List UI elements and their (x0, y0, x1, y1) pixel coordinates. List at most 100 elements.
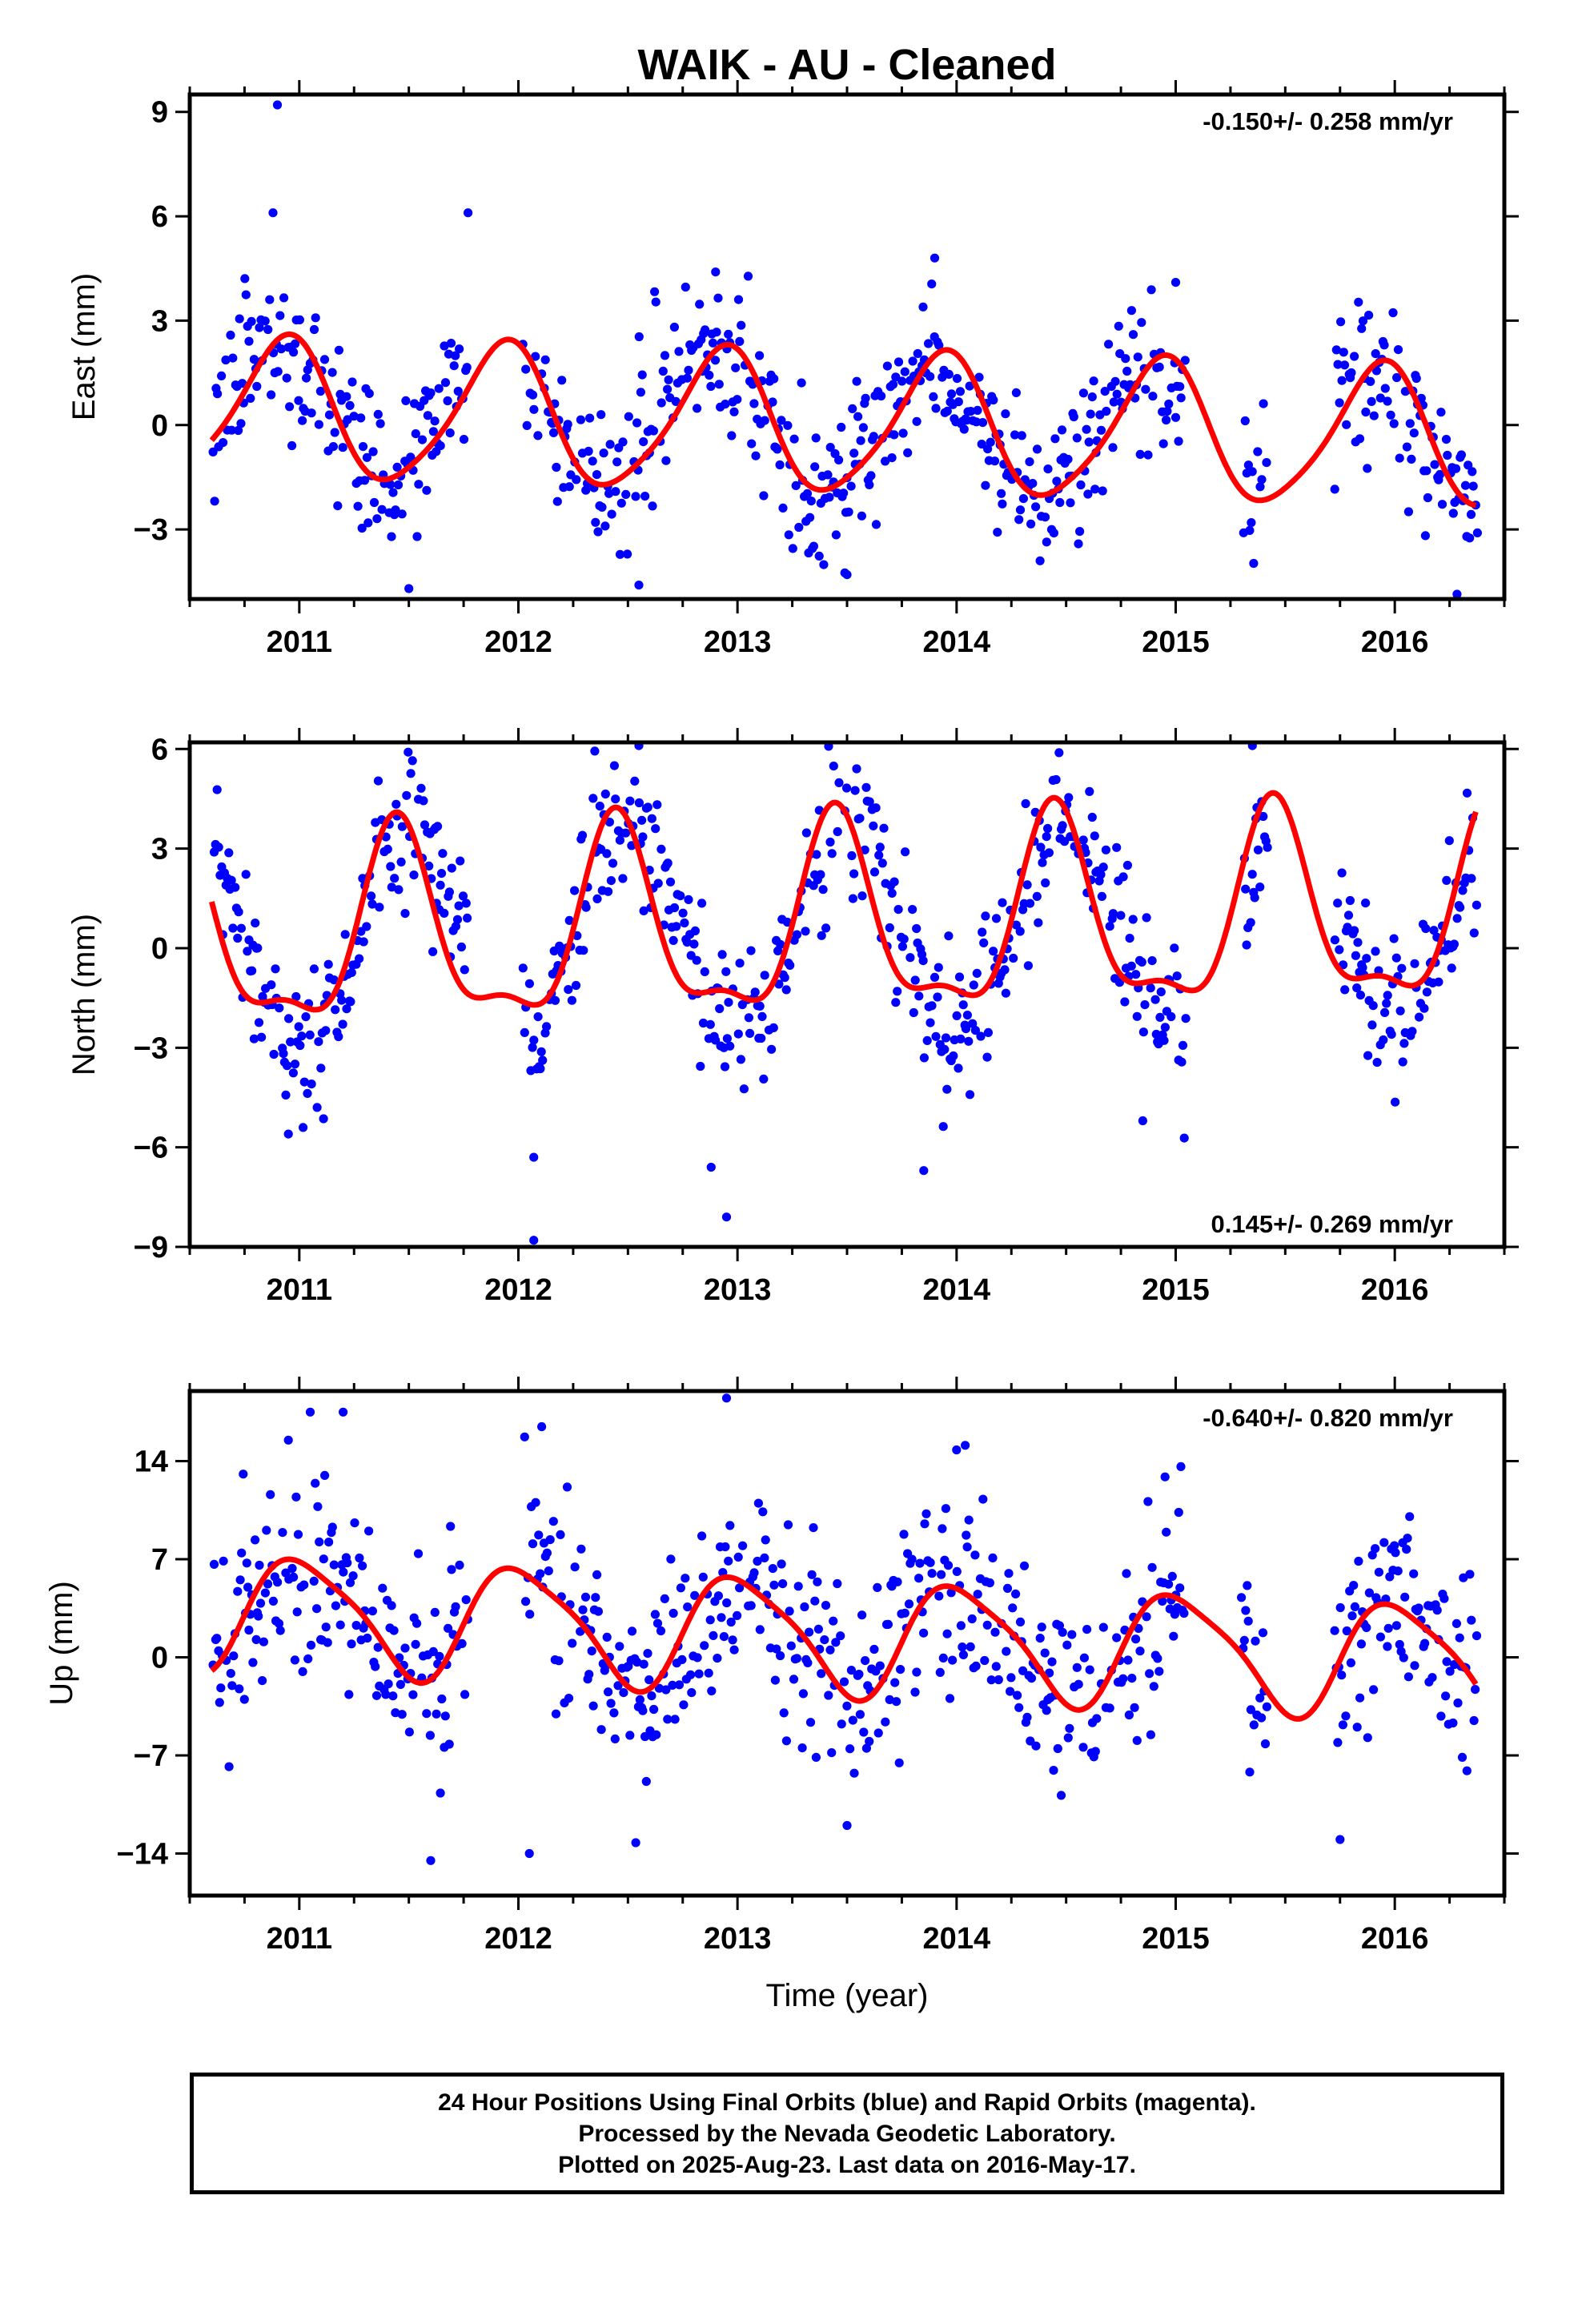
data-point (706, 1162, 716, 1172)
data-point (1170, 943, 1179, 953)
y-tick-label: 0 (151, 1642, 168, 1675)
data-point (899, 1530, 909, 1539)
data-point (1140, 1000, 1150, 1010)
data-point (1000, 965, 1010, 975)
data-point (1013, 1691, 1022, 1700)
data-point (671, 396, 681, 406)
data-point (339, 1407, 348, 1417)
data-point (1351, 951, 1360, 960)
data-point (857, 1610, 867, 1620)
data-point (564, 985, 573, 995)
data-point (1121, 354, 1130, 364)
panel-east: 9 6 3 0 −3 2011 2012 2013 2014 2015 2016 East (mm) -… (66, 80, 1519, 659)
data-point (524, 1848, 534, 1859)
data-point (701, 325, 710, 335)
data-point (809, 541, 819, 551)
data-point (358, 1561, 367, 1570)
data-point (1364, 311, 1374, 320)
data-point (998, 898, 1007, 907)
data-point (212, 785, 222, 794)
data-point (910, 1687, 920, 1697)
data-point (1146, 1730, 1155, 1739)
data-point (1423, 493, 1432, 503)
data-point (972, 968, 982, 978)
data-point (753, 1498, 764, 1508)
data-point (825, 1645, 835, 1655)
data-point (545, 1535, 555, 1545)
data-point (463, 913, 472, 923)
data-point (1038, 858, 1047, 867)
y-tick-label: −14 (117, 1838, 168, 1872)
data-point (1100, 387, 1110, 396)
chart-title: WAIK - AU - Cleaned (637, 41, 1056, 89)
data-point (745, 1028, 755, 1038)
data-point (893, 987, 902, 996)
data-point (973, 405, 982, 415)
data-point (1467, 1615, 1476, 1625)
data-point (1167, 1571, 1177, 1581)
data-point (937, 1570, 946, 1579)
data-point (1018, 1666, 1028, 1675)
data-point (1330, 485, 1339, 494)
data-point (658, 366, 668, 376)
data-point (631, 492, 640, 501)
data-point (1097, 891, 1106, 901)
data-point (965, 1090, 975, 1100)
data-point (386, 480, 396, 489)
data-point (273, 367, 283, 376)
data-point (755, 1625, 765, 1634)
data-point (681, 1574, 690, 1583)
x-tick-label: 2012 (484, 1922, 552, 1956)
data-point (713, 1591, 724, 1601)
data-point (1465, 533, 1475, 543)
data-point (788, 544, 797, 553)
data-point (1243, 460, 1253, 470)
data-point (639, 906, 648, 915)
data-point (836, 1631, 845, 1641)
data-point (1034, 918, 1043, 927)
data-point (1105, 1703, 1114, 1713)
data-point (461, 1595, 471, 1605)
data-point (1058, 821, 1067, 830)
data-point (1392, 372, 1402, 383)
data-point (458, 891, 468, 901)
data-point (290, 1655, 299, 1665)
data-point (612, 457, 622, 467)
data-point (1014, 1703, 1024, 1712)
data-point (759, 491, 769, 501)
data-point (1090, 1747, 1100, 1756)
data-point (590, 746, 600, 756)
data-point (989, 947, 998, 956)
data-point (792, 930, 802, 939)
velocity-annotation: -0.150+/- 0.258 mm/yr (1203, 107, 1453, 135)
data-point (1441, 435, 1452, 444)
data-point (919, 1166, 929, 1176)
data-point (770, 1675, 781, 1685)
data-point (969, 980, 978, 990)
data-point (1179, 1608, 1189, 1618)
data-point (680, 918, 689, 928)
data-point (239, 1470, 248, 1479)
data-point (1042, 1706, 1051, 1715)
data-point (908, 905, 917, 915)
data-point (1403, 1672, 1413, 1682)
x-tick-label: 2013 (704, 625, 772, 659)
data-point (1065, 1723, 1074, 1733)
data-point (584, 1670, 594, 1679)
data-point (299, 1580, 309, 1590)
data-point (873, 1728, 883, 1738)
data-point (861, 393, 870, 403)
data-point (529, 1035, 539, 1045)
data-point (1435, 469, 1445, 480)
data-point (871, 803, 881, 813)
data-point (388, 488, 398, 497)
data-point (265, 295, 275, 304)
data-point (428, 947, 438, 956)
data-point (1009, 953, 1018, 963)
data-point (1126, 961, 1136, 971)
data-point (464, 208, 473, 218)
data-point (1379, 1538, 1389, 1547)
data-point (1355, 991, 1365, 1000)
data-point (1064, 793, 1074, 802)
data-point (746, 946, 756, 955)
